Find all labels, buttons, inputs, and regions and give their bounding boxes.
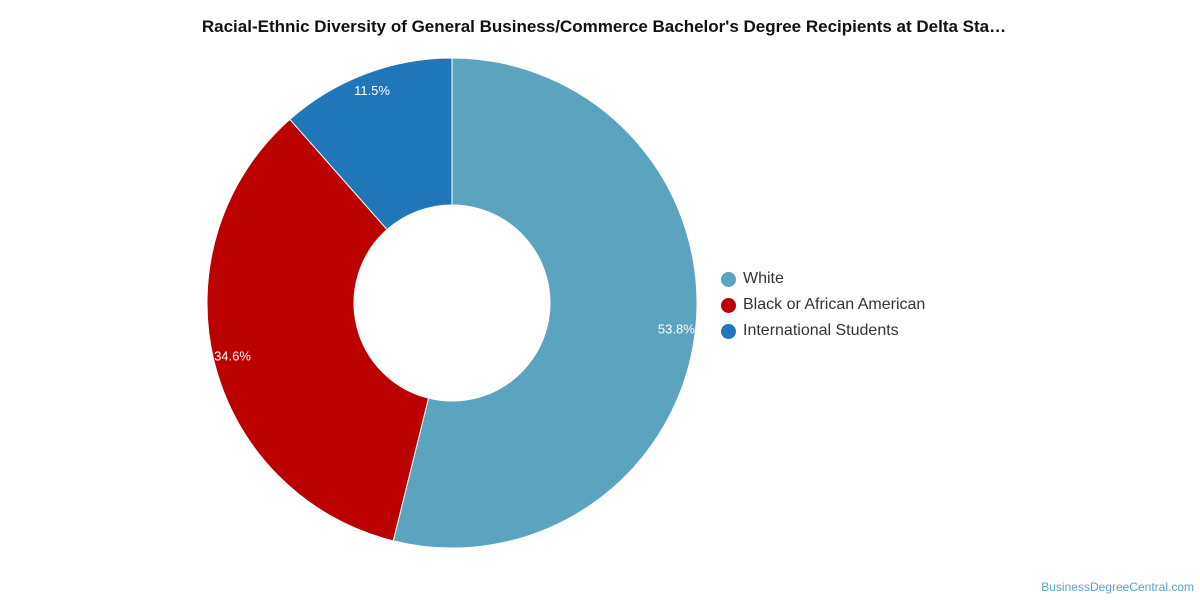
legend-swatch-white xyxy=(721,271,736,287)
legend-item-white[interactable]: White xyxy=(721,266,925,292)
slice-white[interactable] xyxy=(392,57,698,549)
slice-value-label: 34.6% xyxy=(214,348,251,363)
slice-value-label: 53.8% xyxy=(658,322,695,337)
chart-legend: White Black or African American Internat… xyxy=(721,266,925,344)
legend-swatch-black-or-african-american xyxy=(721,297,736,313)
legend-label: International Students xyxy=(743,322,899,339)
slice-black-or-african-american[interactable] xyxy=(206,118,430,542)
legend-swatch-international-students xyxy=(721,323,736,339)
slice-international-students[interactable] xyxy=(289,57,453,231)
legend-item-international-students[interactable]: International Students xyxy=(721,318,925,344)
legend-item-black-or-african-american[interactable]: Black or African American xyxy=(721,292,925,318)
chart-title: Racial-Ethnic Diversity of General Busin… xyxy=(201,17,1007,36)
legend-label: White xyxy=(743,270,784,287)
slice-value-label: 11.5% xyxy=(354,83,390,98)
source-credit-link[interactable]: BusinessDegreeCentral.com xyxy=(1041,580,1194,594)
legend-label: Black or African American xyxy=(743,296,926,313)
